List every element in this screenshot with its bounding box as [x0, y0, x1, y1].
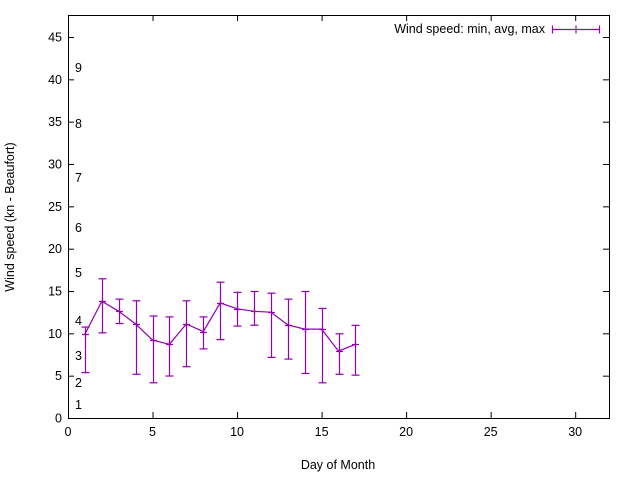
error-bar [149, 315, 158, 384]
data-point-marker [150, 337, 157, 344]
error-bar [267, 292, 276, 358]
beaufort-label: 8 [75, 117, 82, 131]
data-point-marker [217, 300, 224, 307]
error-bar [216, 281, 225, 341]
data-point-marker [336, 348, 343, 355]
x-tick-label: 25 [484, 425, 498, 439]
error-bar [182, 300, 191, 368]
data-point-marker [234, 306, 241, 313]
x-tick-label: 20 [399, 425, 413, 439]
x-axis-ticks: 0 5 10 15 20 25 30 [65, 15, 582, 439]
beaufort-label: 6 [75, 221, 82, 235]
beaufort-label: 5 [75, 266, 82, 280]
data-point-marker [166, 341, 173, 348]
x-tick-label: 10 [230, 425, 244, 439]
y-tick-label: 15 [48, 285, 62, 299]
data-point-marker [99, 298, 106, 305]
y-tick-label: 45 [48, 31, 62, 45]
y-axis-title: Wind speed (kn - Beaufort) [3, 142, 17, 291]
y-tick-label: 20 [48, 242, 62, 256]
data-point-marker [285, 322, 292, 329]
x-tick-label: 30 [568, 425, 582, 439]
data-point-marker [268, 309, 275, 316]
legend-errorbar-sample [551, 25, 601, 34]
y-tick-label: 25 [48, 200, 62, 214]
data-point-marker [319, 326, 326, 333]
x-tick-label: 0 [65, 425, 72, 439]
error-bar [318, 307, 327, 384]
beaufort-label: 9 [75, 61, 82, 75]
legend-label: Wind speed: min, avg, max [394, 22, 546, 36]
beaufort-scale-labels: 1 2 3 4 5 6 7 8 9 [75, 61, 82, 412]
error-bar [284, 298, 293, 360]
y-tick-label: 30 [48, 158, 62, 172]
data-point-marker [183, 321, 190, 328]
data-point-marker [133, 321, 140, 328]
data-point-marker [82, 331, 89, 338]
y-tick-label: 5 [55, 369, 62, 383]
data-point-marker [200, 329, 207, 336]
beaufort-label: 1 [75, 398, 82, 412]
beaufort-label: 3 [75, 349, 82, 363]
beaufort-label: 7 [75, 171, 82, 185]
x-tick-label: 5 [149, 425, 156, 439]
beaufort-label: 4 [75, 314, 82, 328]
y-tick-label: 0 [55, 412, 62, 426]
data-series-wind-speed [81, 278, 360, 384]
beaufort-label: 2 [75, 376, 82, 390]
data-point-marker [251, 308, 258, 315]
y-tick-label: 10 [48, 327, 62, 341]
y-tick-label: 40 [48, 73, 62, 87]
chart-legend[interactable]: Wind speed: min, avg, max [394, 22, 601, 36]
x-axis-title: Day of Month [301, 458, 375, 472]
data-point-marker [116, 308, 123, 315]
error-bar [351, 324, 360, 376]
y-tick-label: 35 [48, 115, 62, 129]
data-point-marker [352, 341, 359, 348]
plot-frame [68, 15, 610, 419]
x-tick-label: 15 [315, 425, 329, 439]
error-bar [98, 278, 107, 334]
error-bar [132, 300, 141, 375]
data-point-marker [302, 326, 309, 333]
